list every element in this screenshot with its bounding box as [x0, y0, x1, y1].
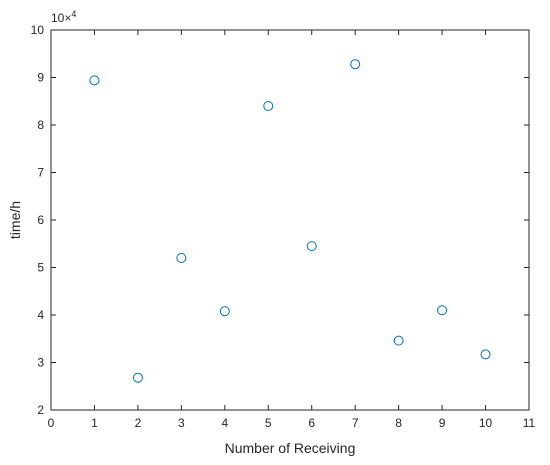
x-tick-label: 3: [178, 416, 185, 430]
points-layer: [89, 59, 491, 383]
y-tick-label: 5: [37, 261, 44, 275]
y-tick-labels: 2 3 4 5 6 7 8 9 10: [31, 23, 45, 417]
x-tick-label: 4: [221, 416, 228, 430]
y-tick-label: 10: [31, 23, 45, 37]
data-point: [219, 306, 230, 317]
data-point: [176, 253, 187, 263]
y-tick-label: 4: [37, 308, 44, 322]
x-tick-label: 6: [308, 416, 315, 430]
y-tick-label: 8: [37, 118, 44, 132]
y-exponent-power: 4: [71, 9, 76, 19]
y-exponent-base: 10: [51, 11, 65, 25]
y-tick-label: 9: [37, 71, 44, 85]
data-point: [132, 372, 143, 383]
data-point: [306, 241, 317, 252]
x-tick-label: 7: [352, 416, 359, 430]
y-exponent-label: 10×4: [51, 9, 76, 25]
x-tick-label: 8: [395, 416, 402, 430]
x-tick-label: 11: [523, 416, 536, 430]
data-point: [263, 101, 274, 111]
x-tick-label: 1: [91, 416, 98, 430]
y-tick-label: 3: [37, 356, 44, 370]
data-point: [350, 59, 361, 70]
y-tick-label: 6: [37, 213, 44, 227]
data-point: [89, 75, 100, 86]
x-tick-label: 5: [265, 416, 272, 430]
x-tick-label: 2: [135, 416, 142, 430]
y-tick-label: 7: [37, 166, 44, 180]
x-tick-label: 9: [439, 416, 446, 430]
data-point: [437, 305, 448, 316]
x-tick-labels: 0 1 2 3 4 5 6 7 8 9 10 11: [48, 416, 536, 430]
x-axis-label: Number of Receiving: [225, 440, 356, 456]
y-tick-label: 2: [37, 403, 44, 417]
plot-frame: [50, 29, 530, 411]
data-point: [393, 335, 404, 346]
y-axis-label: time/h: [7, 201, 23, 239]
data-point: [480, 349, 491, 360]
x-tick-label: 0: [48, 416, 55, 430]
y-exponent-multiplier: ×: [64, 11, 71, 25]
plot-area: [51, 30, 529, 410]
x-tick-label: 10: [479, 416, 493, 430]
